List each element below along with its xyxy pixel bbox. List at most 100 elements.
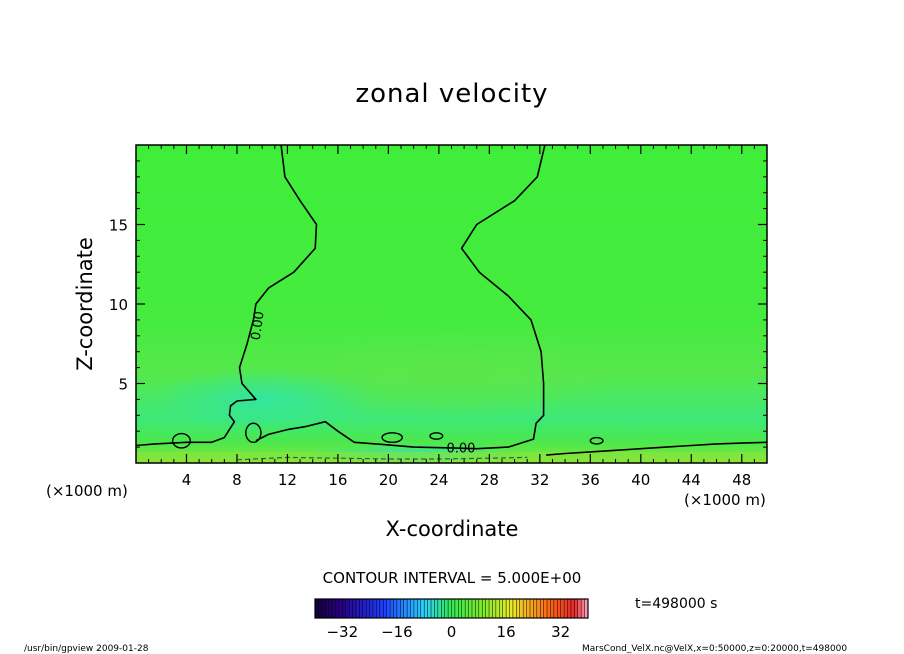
velocity-field bbox=[136, 145, 767, 463]
colorbar-cell bbox=[581, 599, 585, 618]
colorbar-cell bbox=[444, 599, 449, 618]
contour-label-bottom: 0.00 bbox=[446, 442, 475, 457]
colorbar-ticks: −32 −16 0 16 32 bbox=[326, 623, 570, 641]
colorbar-cell bbox=[529, 599, 534, 618]
colorbar-cell bbox=[448, 599, 452, 618]
colorbar-cell bbox=[574, 599, 579, 618]
x-tick-label: 8 bbox=[232, 471, 242, 489]
colorbar-cell bbox=[400, 599, 405, 618]
colorbar-cell bbox=[393, 599, 398, 618]
colorbar-cell bbox=[376, 599, 381, 618]
colorbar-cell bbox=[499, 599, 503, 618]
colorbar-cell bbox=[516, 599, 521, 618]
colorbar-cell bbox=[512, 599, 517, 618]
contour-loop-3 bbox=[429, 432, 444, 440]
x-unit-label-right: (×1000 m) bbox=[684, 491, 766, 509]
colorbar-cell bbox=[359, 599, 364, 618]
colorbar-cell bbox=[424, 599, 428, 618]
colorbar-cell bbox=[550, 599, 555, 618]
field-cool-region bbox=[148, 367, 376, 432]
colorbar-cell bbox=[465, 599, 469, 618]
colorbar-cell bbox=[475, 599, 480, 618]
colorbar-cell bbox=[485, 599, 490, 618]
colorbar-cell bbox=[434, 599, 439, 618]
colorbar-frame bbox=[314, 598, 589, 619]
colorbar-cell bbox=[564, 599, 568, 618]
colorbar-cell bbox=[502, 599, 507, 618]
colorbar-cell bbox=[407, 599, 411, 618]
y-axis-label: Z-coordinate bbox=[73, 237, 97, 371]
x-tick-label: 28 bbox=[480, 471, 499, 489]
y-tick-label: 5 bbox=[118, 376, 128, 394]
colorbar-cell bbox=[577, 599, 582, 618]
colorbar-cell bbox=[403, 599, 408, 618]
colorbar-cell bbox=[451, 599, 456, 618]
colorbar-tick-label: 32 bbox=[551, 623, 570, 641]
x-tick-label: 4 bbox=[182, 471, 192, 489]
y-tick-label: 15 bbox=[109, 217, 128, 235]
x-tick-label: 40 bbox=[631, 471, 650, 489]
x-tick-label: 12 bbox=[278, 471, 297, 489]
colorbar-cell bbox=[431, 599, 435, 618]
colorbar-cell bbox=[318, 599, 323, 618]
colorbar-cell bbox=[335, 599, 340, 618]
colorbar-cell bbox=[526, 599, 531, 618]
colorbar-cell bbox=[557, 599, 561, 618]
colorbar-cell bbox=[437, 599, 442, 618]
colorbar-cell bbox=[390, 599, 394, 618]
x-tick-label: 36 bbox=[581, 471, 600, 489]
colorbar-cell bbox=[369, 599, 374, 618]
colorbar-cell bbox=[509, 599, 514, 618]
colorbar-cell bbox=[441, 599, 445, 618]
colorbar-cell bbox=[519, 599, 524, 618]
colorbar-cell bbox=[349, 599, 353, 618]
colorbar-cell bbox=[570, 599, 575, 618]
footer-right-text: MarsCond_VelX.nc@VelX,x=0:50000,z=0:2000… bbox=[582, 644, 847, 654]
contour-line-bottom-right bbox=[546, 441, 767, 456]
chart-title: zonal velocity bbox=[355, 79, 548, 109]
colorbar-cell bbox=[366, 599, 370, 618]
contour-loop-4 bbox=[589, 436, 604, 445]
colorbar-cell bbox=[396, 599, 401, 618]
colorbar-cell bbox=[489, 599, 493, 618]
colorbar-cell bbox=[379, 599, 384, 618]
colorbar-cell bbox=[386, 599, 391, 618]
colorbar-cell bbox=[458, 599, 463, 618]
colorbar-cell bbox=[584, 599, 589, 618]
colorbar bbox=[314, 598, 589, 619]
colorbar-cell bbox=[373, 599, 377, 618]
y-tick-label: 10 bbox=[109, 296, 128, 314]
colorbar-cell bbox=[410, 599, 415, 618]
contour-interval-text: CONTOUR INTERVAL = 5.000E+00 bbox=[323, 569, 582, 587]
contour-loop-1 bbox=[245, 422, 262, 444]
colorbar-cell bbox=[478, 599, 483, 618]
colorbar-cell bbox=[533, 599, 538, 618]
colorbar-cell bbox=[383, 599, 387, 618]
colorbar-cell bbox=[468, 599, 473, 618]
colorbar-cell bbox=[325, 599, 329, 618]
x-tick-label: 24 bbox=[429, 471, 448, 489]
colorbar-cell bbox=[471, 599, 476, 618]
x-tick-label: 48 bbox=[732, 471, 751, 489]
colorbar-tick-label: 0 bbox=[447, 623, 457, 641]
x-axis: 4 8 12 16 20 24 28 32 36 40 44 48 bbox=[148, 145, 755, 489]
y-axis: 5 10 15 bbox=[109, 160, 767, 448]
field-surface-band bbox=[136, 451, 767, 463]
colorbar-cell bbox=[342, 599, 347, 618]
x-tick-label: 16 bbox=[328, 471, 347, 489]
colorbar-cell bbox=[553, 599, 558, 618]
colorbar-cell bbox=[495, 599, 500, 618]
colorbar-cell bbox=[338, 599, 343, 618]
colorbar-cell bbox=[413, 599, 418, 618]
colorbar-tick-label: −32 bbox=[326, 623, 358, 641]
contour-loop-2 bbox=[381, 432, 403, 444]
colorbar-tick-label: 16 bbox=[497, 623, 516, 641]
colorbar-cell bbox=[506, 599, 510, 618]
colorbar-cell bbox=[540, 599, 544, 618]
x-tick-label: 32 bbox=[530, 471, 549, 489]
colorbar-cell bbox=[355, 599, 360, 618]
x-tick-label: 20 bbox=[379, 471, 398, 489]
colorbar-cell bbox=[420, 599, 425, 618]
colorbar-cell bbox=[328, 599, 333, 618]
